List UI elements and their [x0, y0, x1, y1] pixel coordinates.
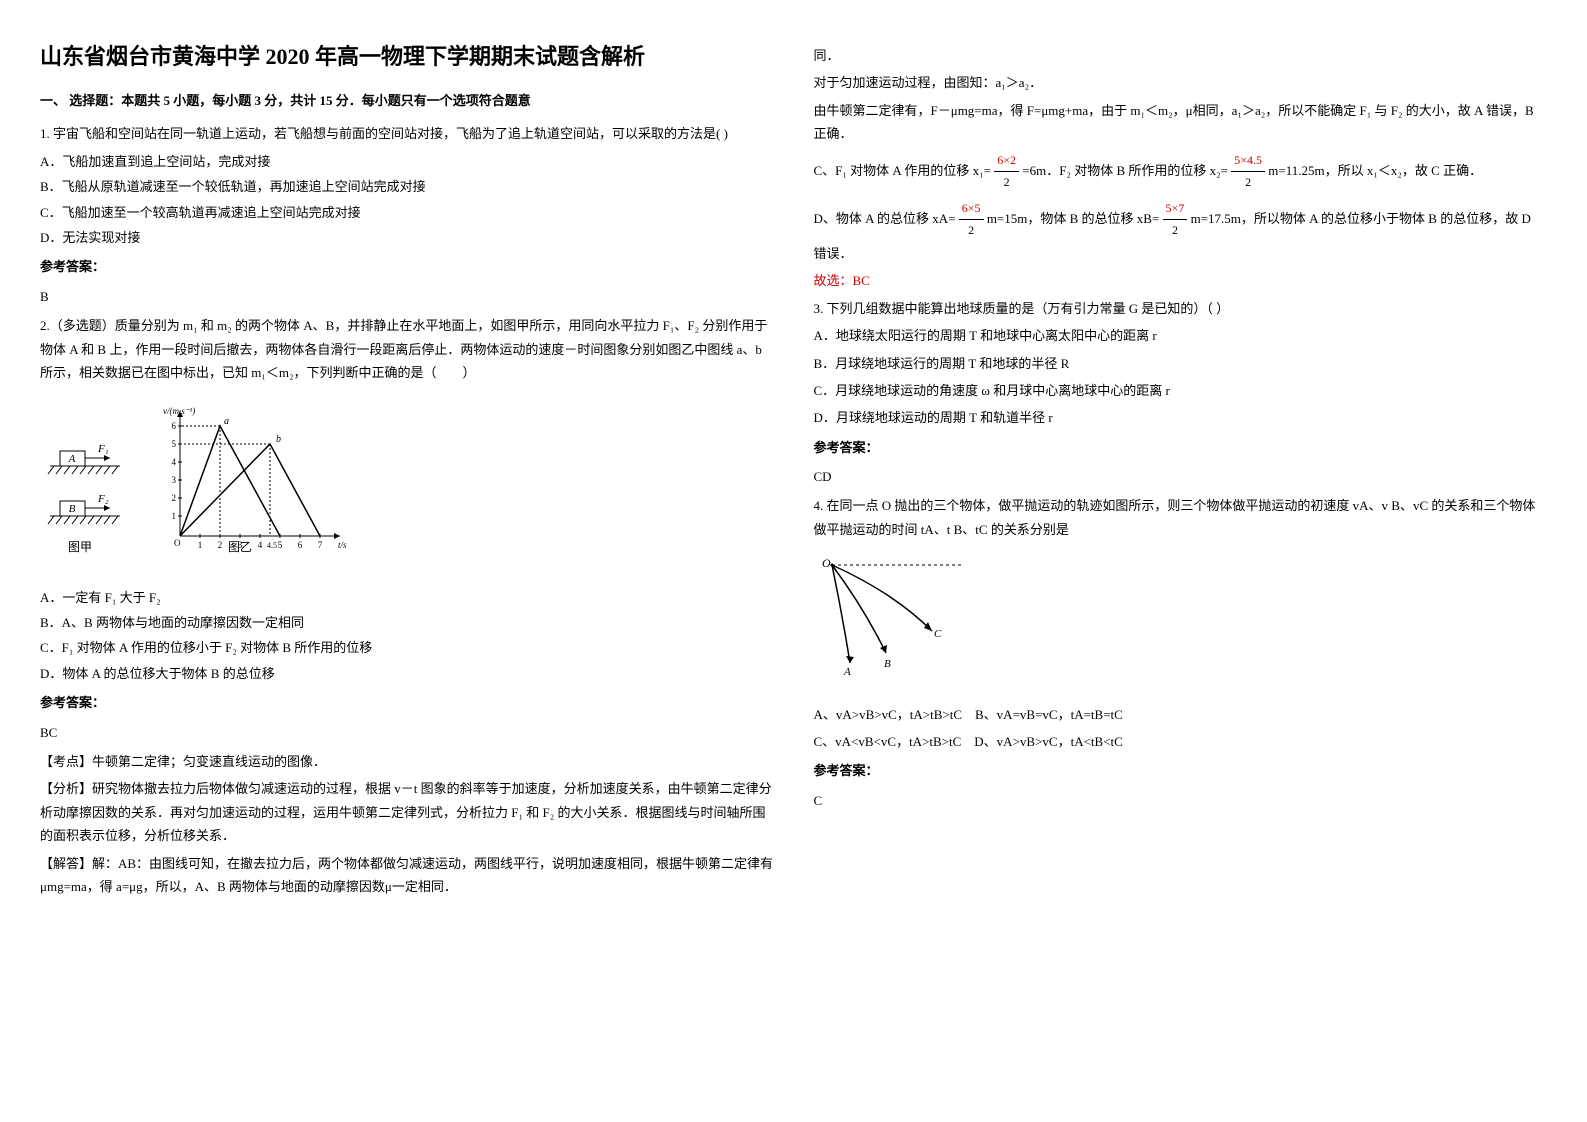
- svg-text:2: 2: [172, 493, 177, 503]
- svg-text:A: A: [68, 453, 76, 465]
- svg-text:O: O: [822, 556, 831, 570]
- fraction-4: 5×7 2: [1163, 198, 1188, 242]
- svg-text:2: 2: [218, 540, 223, 550]
- svg-text:5: 5: [172, 439, 177, 449]
- q3-opt-d: D．月球绕地球运动的周期 T 和轨道半径 r: [814, 406, 1548, 429]
- q3-text: 3. 下列几组数据中能算出地球质量的是（万有引力常量 G 是已知的）（ ）: [814, 297, 1548, 320]
- q3-answer-label: 参考答案：: [814, 436, 1548, 459]
- frac-num: 5×4.5: [1231, 150, 1265, 173]
- q3-answer: CD: [814, 465, 1548, 488]
- fraction-2: 5×4.5 2: [1231, 150, 1265, 194]
- q2-jieda5-pre: D、物体 A 的总位移 xA=: [814, 211, 959, 226]
- q2-answer: BC: [40, 721, 774, 744]
- svg-text:4: 4: [172, 457, 177, 467]
- q2-opt-c: C．F₁ 对物体 A 作用的位移小于 F₂ 对物体 B 所作用的位移: [40, 636, 774, 659]
- section-header: 一、 选择题：本题共 5 小题，每小题 3 分，共计 15 分．每小题只有一个选…: [40, 89, 774, 112]
- q2-jieda2-cont: 同．: [814, 44, 1548, 67]
- svg-text:5: 5: [278, 540, 283, 550]
- q2-jieda5: D、物体 A 的总位移 xA= 6×5 2 m=15m，物体 B 的总位移 xB…: [814, 198, 1548, 266]
- q3-opt-a: A．地球绕太阳运行的周期 T 和地球中心离太阳中心的距离 r: [814, 324, 1548, 347]
- q1-opt-d: D．无法实现对接: [40, 226, 774, 249]
- q1-answer: B: [40, 285, 774, 308]
- q2-jieda4-pre: C、F₁ 对物体 A 作用的位移 x₁=: [814, 163, 995, 178]
- svg-text:B: B: [884, 658, 891, 670]
- fraction-1: 6×2 2: [994, 150, 1019, 194]
- q2-jieda5-mid: m=15m，物体 B 的总位移 xB=: [987, 211, 1163, 226]
- svg-text:O: O: [174, 538, 181, 548]
- svg-text:7: 7: [318, 540, 323, 550]
- q2-opt-b: B．A、B 两物体与地面的动摩擦因数一定相同: [40, 611, 774, 634]
- q4-opt-d: D、vA>vB>vC，tA<tB<tC: [974, 734, 1123, 749]
- q3-opt-b: B．月球绕地球运行的周期 T 和地球的半径 R: [814, 352, 1548, 375]
- svg-text:a: a: [224, 416, 229, 427]
- svg-text:t/s: t/s: [338, 540, 347, 550]
- q2-fenxi: 【分析】研究物体撤去拉力后物体做匀减速运动的过程，根据 v－t 图象的斜率等于加…: [40, 777, 774, 847]
- q2-text: 2.（多选题）质量分别为 m₁ 和 m₂ 的两个物体 A、B，并排静止在水平地面…: [40, 314, 774, 384]
- q2-jieda4-mid: =6m．F₂ 对物体 B 所作用的位移 x₂=: [1022, 163, 1231, 178]
- right-column: 同． 对于匀加速运动过程，由图知：a₁＞a₂． 由牛顿第二定律有，F－μmg=m…: [814, 40, 1548, 902]
- q4-text: 4. 在同一点 O 抛出的三个物体，做平抛运动的轨迹如图所示，则三个物体做平抛运…: [814, 494, 1548, 541]
- q4-options-row2: C、vA<vB<vC，tA>tB>tC D、vA>vB>vC，tA<tB<tC: [814, 730, 1548, 753]
- svg-text:1: 1: [198, 540, 203, 550]
- svg-text:3: 3: [172, 475, 177, 485]
- svg-text:1: 1: [172, 511, 177, 521]
- q2-jieda4-post: m=11.25m，所以 x₁＜x₂，故 C 正确．: [1268, 163, 1482, 178]
- q4-opt-a: A、vA>vB>vC，tA>tB>tC: [814, 707, 963, 722]
- frac-num: 5×7: [1163, 198, 1188, 221]
- q1-text: 1. 宇宙飞船和空间站在同一轨道上运动，若飞船想与前面的空间站对接，飞船为了追上…: [40, 122, 774, 145]
- fraction-3: 6×5 2: [959, 198, 984, 242]
- q1-opt-b: B．飞船从原轨道减速至一个较低轨道，再加速追上空间站完成对接: [40, 175, 774, 198]
- frac-den: 2: [1163, 220, 1188, 242]
- left-column: 山东省烟台市黄海中学 2020 年高一物理下学期期末试题含解析 一、 选择题：本…: [40, 40, 774, 902]
- svg-text:4.5: 4.5: [267, 541, 277, 550]
- svg-text:C: C: [934, 628, 942, 640]
- frac-num: 6×2: [994, 150, 1019, 173]
- diagram-label-2: 图乙: [228, 540, 252, 554]
- q1-opt-a: A．飞船加速直到追上空间站，完成对接: [40, 150, 774, 173]
- q4-answer-label: 参考答案：: [814, 759, 1548, 782]
- q2-jieda2: 对于匀加速运动过程，由图知：a₁＞a₂．: [814, 71, 1548, 94]
- q4-opt-b: B、vA=vB=vC，tA=tB=tC: [975, 707, 1123, 722]
- q2-guxuan: 故选：BC: [814, 269, 1548, 292]
- q2-jieda3: 由牛顿第二定律有，F－μmg=ma，得 F=μmg+ma，由于 m₁＜m₂，μ相…: [814, 99, 1548, 146]
- svg-text:b: b: [276, 434, 281, 445]
- svg-text:6: 6: [298, 540, 303, 550]
- svg-text:v/(m·s⁻¹): v/(m·s⁻¹): [163, 406, 195, 416]
- q4-options-row1: A、vA>vB>vC，tA>tB>tC B、vA=vB=vC，tA=tB=tC: [814, 703, 1548, 726]
- q4-diagram: O A B C: [814, 553, 1548, 690]
- svg-text:F₁: F₁: [97, 443, 109, 455]
- q2-jieda4: C、F₁ 对物体 A 作用的位移 x₁= 6×2 2 =6m．F₂ 对物体 B …: [814, 150, 1548, 194]
- svg-text:4: 4: [258, 540, 263, 550]
- q1-answer-label: 参考答案：: [40, 255, 774, 278]
- q1-opt-c: C．飞船加速至一个较高轨道再减速追上空间站完成对接: [40, 201, 774, 224]
- svg-text:6: 6: [172, 421, 177, 431]
- svg-text:F₂: F₂: [97, 493, 109, 505]
- q2-opt-d: D．物体 A 的总位移大于物体 B 的总位移: [40, 662, 774, 685]
- frac-den: 2: [1231, 172, 1265, 194]
- q2-diagram: A F₁ B: [40, 396, 774, 573]
- svg-text:A: A: [843, 666, 851, 678]
- q2-opt-a: A．一定有 F₁ 大于 F₂: [40, 586, 774, 609]
- q2-answer-label: 参考答案：: [40, 691, 774, 714]
- diagram-label-1: 图甲: [68, 540, 92, 554]
- frac-num: 6×5: [959, 198, 984, 221]
- page-title: 山东省烟台市黄海中学 2020 年高一物理下学期期末试题含解析: [40, 40, 774, 73]
- frac-den: 2: [959, 220, 984, 242]
- q4-answer: C: [814, 789, 1548, 812]
- q4-opt-c: C、vA<vB<vC，tA>tB>tC: [814, 734, 962, 749]
- q2-jieda1: 【解答】解：AB：由图线可知，在撤去拉力后，两个物体都做匀减速运动，两图线平行，…: [40, 852, 774, 899]
- frac-den: 2: [994, 172, 1019, 194]
- q3-opt-c: C．月球绕地球运动的角速度 ω 和月球中心离地球中心的距离 r: [814, 379, 1548, 402]
- q2-kaodian: 【考点】牛顿第二定律；匀变速直线运动的图像．: [40, 750, 774, 773]
- svg-text:B: B: [69, 503, 76, 515]
